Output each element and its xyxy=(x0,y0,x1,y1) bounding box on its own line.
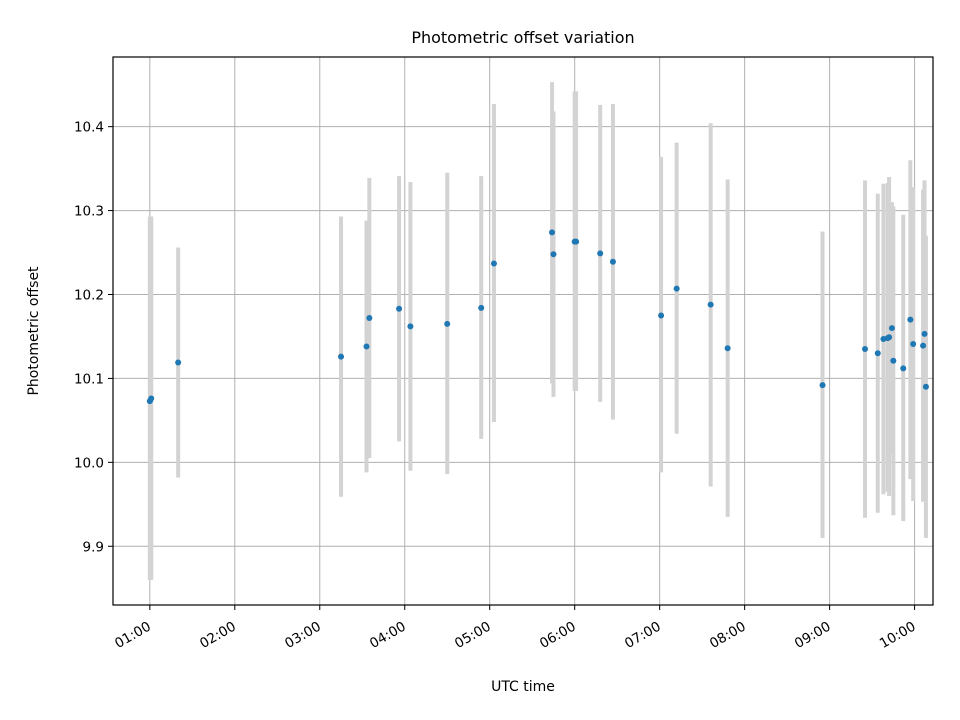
data-point xyxy=(819,382,826,389)
data-point xyxy=(888,325,895,332)
data-point xyxy=(549,229,556,236)
data-point xyxy=(921,330,928,337)
data-point xyxy=(597,250,604,257)
data-point xyxy=(862,346,869,353)
data-point xyxy=(609,258,616,265)
data-point xyxy=(707,301,714,308)
y-tick-label: 10.2 xyxy=(74,287,104,303)
y-tick-label: 9.9 xyxy=(83,539,104,555)
y-tick-label: 10.1 xyxy=(74,371,104,387)
data-point xyxy=(658,312,665,319)
data-point xyxy=(874,350,881,357)
data-point xyxy=(920,342,927,349)
data-point xyxy=(490,260,497,267)
data-point xyxy=(907,316,914,323)
y-axis-ticks: 9.9 10.0 10.1 10.2 10.3 10.4 xyxy=(74,120,113,555)
data-point xyxy=(407,323,414,330)
data-point xyxy=(550,251,557,258)
plot-frame xyxy=(112,56,934,606)
data-point xyxy=(396,305,403,312)
y-tick-label: 10.3 xyxy=(74,204,104,220)
data-point xyxy=(922,383,929,390)
data-point xyxy=(573,238,580,245)
data-point xyxy=(175,359,182,366)
y-tick-label: 10.4 xyxy=(74,120,104,136)
data-point xyxy=(338,353,345,360)
data-point xyxy=(673,285,680,292)
x-axis-label: UTC time xyxy=(491,679,555,695)
chart-title: Photometric offset variation xyxy=(411,28,634,47)
data-point xyxy=(724,345,731,352)
data-point xyxy=(890,357,897,364)
y-axis-label: Photometric offset xyxy=(26,266,42,396)
data-point xyxy=(886,334,893,341)
data-point xyxy=(444,320,451,327)
y-tick-label: 10.0 xyxy=(74,455,104,471)
data-point xyxy=(478,304,485,311)
data-point xyxy=(363,343,370,350)
data-point xyxy=(900,365,907,372)
data-point xyxy=(910,341,917,348)
data-point xyxy=(366,314,373,321)
data-points xyxy=(146,229,929,405)
data-point xyxy=(148,395,155,402)
